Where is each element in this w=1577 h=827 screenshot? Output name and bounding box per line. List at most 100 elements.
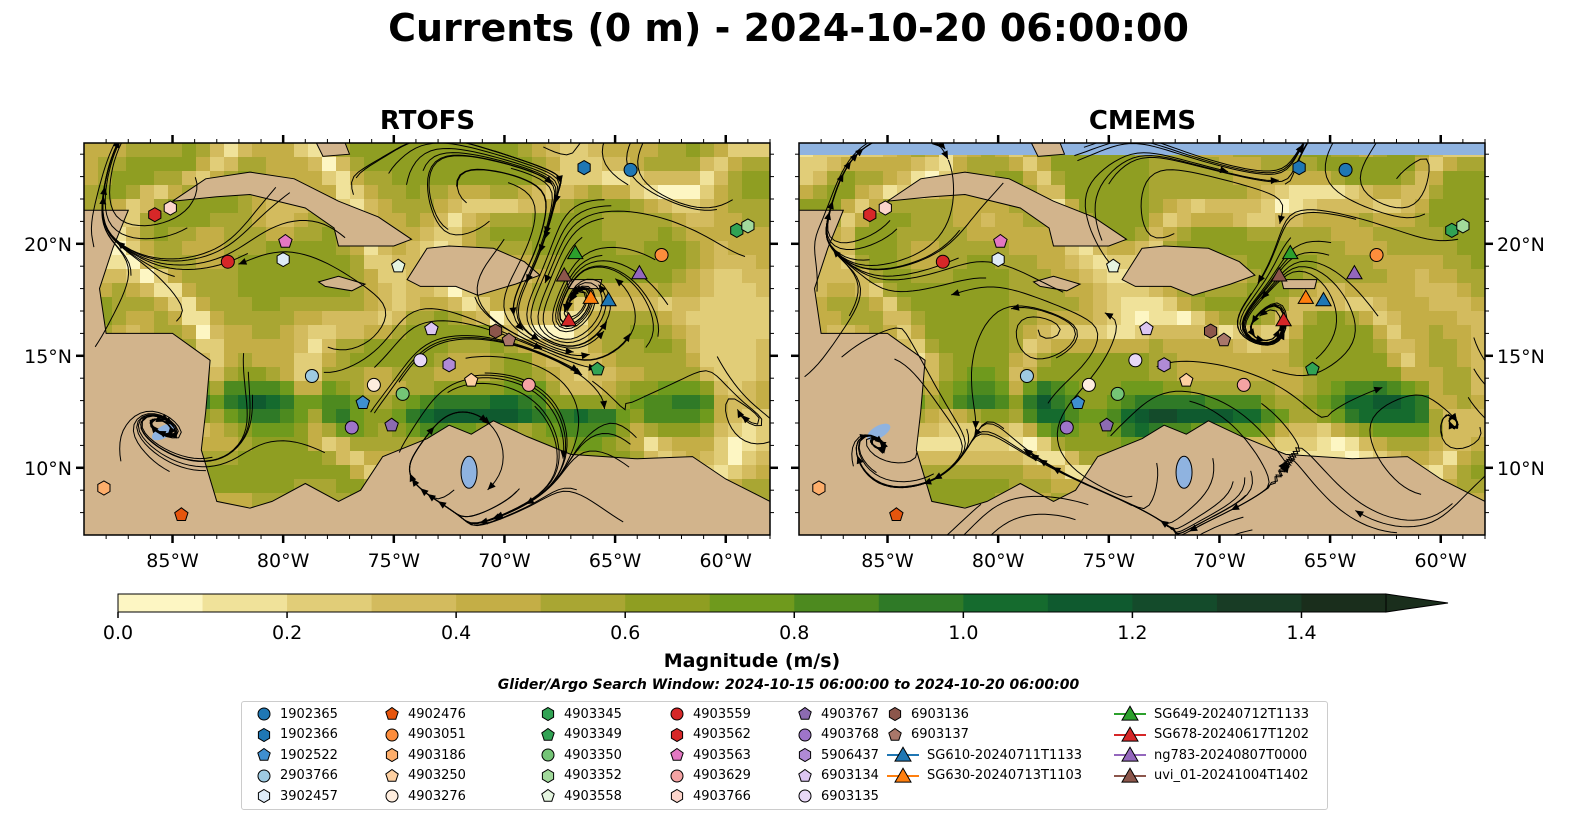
search-window-text: Glider/Argo Search Window: 2024-10-15 06…: [497, 677, 1080, 693]
legend-item: SG610-20240711T1133: [885, 745, 1082, 765]
legend-item: 6903134: [795, 766, 879, 786]
x-tick-label: 70°W: [1193, 550, 1246, 572]
marker-1902522: [355, 395, 371, 409]
legend-marker-4903766: [670, 789, 684, 804]
legend-swatch-icon: [670, 789, 684, 804]
legend-item: 6903136: [885, 704, 969, 724]
legend-label: SG649-20240712T1133: [1154, 706, 1310, 722]
x-tick-label: 60°W: [700, 550, 753, 572]
colorbar-segment: [287, 594, 373, 612]
legend-label: SG610-20240711T1133: [927, 747, 1083, 763]
legend-label: 1902365: [280, 706, 338, 722]
legend-marker-4903629: [670, 769, 684, 783]
legend-label: 4903051: [408, 727, 466, 743]
marker-uvi_01-20241004t1402: [1270, 266, 1288, 282]
legend-swatch-icon: [670, 727, 684, 742]
marker-4902476: [174, 507, 189, 521]
legend-item: 4903186: [382, 745, 466, 765]
legend-label: 4903558: [564, 788, 622, 804]
streamlines: [90, 143, 770, 527]
legend-swatch-icon: [541, 768, 555, 783]
legend-swatch-icon: [798, 748, 812, 763]
legend-item: 4903766: [667, 786, 751, 806]
legend-marker-4903767: [798, 706, 812, 720]
marker-1902366: [1292, 160, 1306, 176]
marker-4903350: [1110, 386, 1125, 401]
y-tick-label: 15°N: [24, 346, 72, 368]
legend-item: 6903135: [795, 786, 879, 806]
marker-4903559: [935, 254, 950, 269]
y-tick-label: 20°N: [24, 234, 72, 256]
legend-swatch-icon: [257, 789, 271, 804]
colorbar-label: Magnitude (m/s): [663, 650, 841, 672]
legend-label: 4903352: [564, 768, 622, 784]
colorbar: 0.0 0.2 0.4 0.6 0.8 1.0 1.2 1.4: [103, 593, 1458, 644]
legend-label: ng783-20240807T0000: [1154, 747, 1308, 763]
legend-label: 4903186: [408, 747, 466, 763]
marker-4903349: [590, 361, 605, 376]
marker-6903137: [501, 332, 517, 347]
legend-marker-4903352: [541, 768, 555, 783]
marker-sg610-20240711t1133: [1315, 291, 1332, 307]
colorbar-tick-label: 0.0: [103, 622, 133, 644]
legend-swatch-icon: [1114, 725, 1146, 742]
legend-marker-4903276: [385, 789, 399, 803]
legend-item: SG630-20240713T1103: [885, 766, 1082, 786]
legend-label: 4903768: [821, 727, 879, 743]
x-tick-label: 85°W: [861, 550, 914, 572]
chart-title: Currents (0 m) - 2024-10-20 06:00:00: [388, 6, 1189, 50]
legend-swatch-icon: [798, 706, 812, 720]
marker-sg649-20240712t1133: [1281, 244, 1299, 260]
legend-marker-6903135: [798, 789, 812, 803]
legend-marker-sg649-20240712t1133: [1121, 705, 1139, 721]
legend-label: 4902476: [408, 706, 466, 722]
marker-4903767: [1099, 417, 1114, 432]
legend-label: 1902366: [280, 727, 338, 743]
legend-marker-1902522: [257, 748, 271, 761]
y-tick-label: 10°N: [1497, 458, 1545, 480]
legend-label: 6903135: [821, 788, 879, 804]
legend-marker-4903350: [541, 748, 555, 762]
colorbar-segment: [794, 594, 880, 612]
marker-4903186: [812, 480, 826, 496]
legend-label: 4903250: [408, 768, 466, 784]
x-tick-label: 70°W: [478, 550, 531, 572]
legend-swatch-icon: [385, 768, 399, 782]
legend-swatch-icon: [541, 706, 555, 722]
marker-4903562: [863, 207, 877, 223]
legend-marker-4903250: [385, 768, 399, 782]
legend-marker-4903345: [541, 706, 555, 722]
lake-maracaibo: [1175, 455, 1193, 489]
colorbar-segment: [540, 594, 626, 612]
marker-6903136: [1204, 323, 1218, 339]
colorbar-tick-label: 0.2: [272, 622, 302, 644]
colorbar-segment: [118, 594, 204, 612]
legend-item: 4903559: [667, 704, 751, 724]
legend-marker-4903558: [541, 789, 555, 803]
legend-label: 5906437: [821, 747, 879, 763]
legend-label: 4903563: [693, 747, 751, 763]
y-tick-label: 20°N: [1497, 234, 1545, 256]
legend-marker-uvi_01-20241004t1402: [1121, 767, 1139, 783]
marker-sg630-20240713t1103: [582, 289, 600, 304]
legend-label: 6903137: [911, 727, 969, 743]
colorbar-segment: [625, 594, 711, 612]
colorbar-segment: [371, 594, 457, 612]
x-tick-label: 80°W: [257, 550, 310, 572]
legend-label: SG678-20240617T1202: [1154, 727, 1310, 743]
legend-swatch-icon: [385, 728, 399, 742]
colorbar-segment: [878, 594, 964, 612]
legend-item: 1902365: [254, 704, 338, 724]
legend-item: 4903768: [795, 725, 879, 745]
marker-4903563: [993, 233, 1008, 248]
colorbar-segment: [1132, 594, 1218, 612]
legend-label: 4903629: [693, 768, 751, 784]
marker-4903352: [1456, 218, 1470, 234]
marker-4903562: [148, 207, 162, 223]
marker-4903345: [1445, 222, 1459, 238]
marker-2903766: [1019, 368, 1034, 383]
x-tick-label: 65°W: [1304, 550, 1357, 572]
legend-marker-1902365: [257, 707, 271, 721]
legend-marker-4903563: [670, 748, 684, 761]
legend: 1902365 1902366 1902522 2903766 3902457 49024…: [241, 701, 1328, 810]
